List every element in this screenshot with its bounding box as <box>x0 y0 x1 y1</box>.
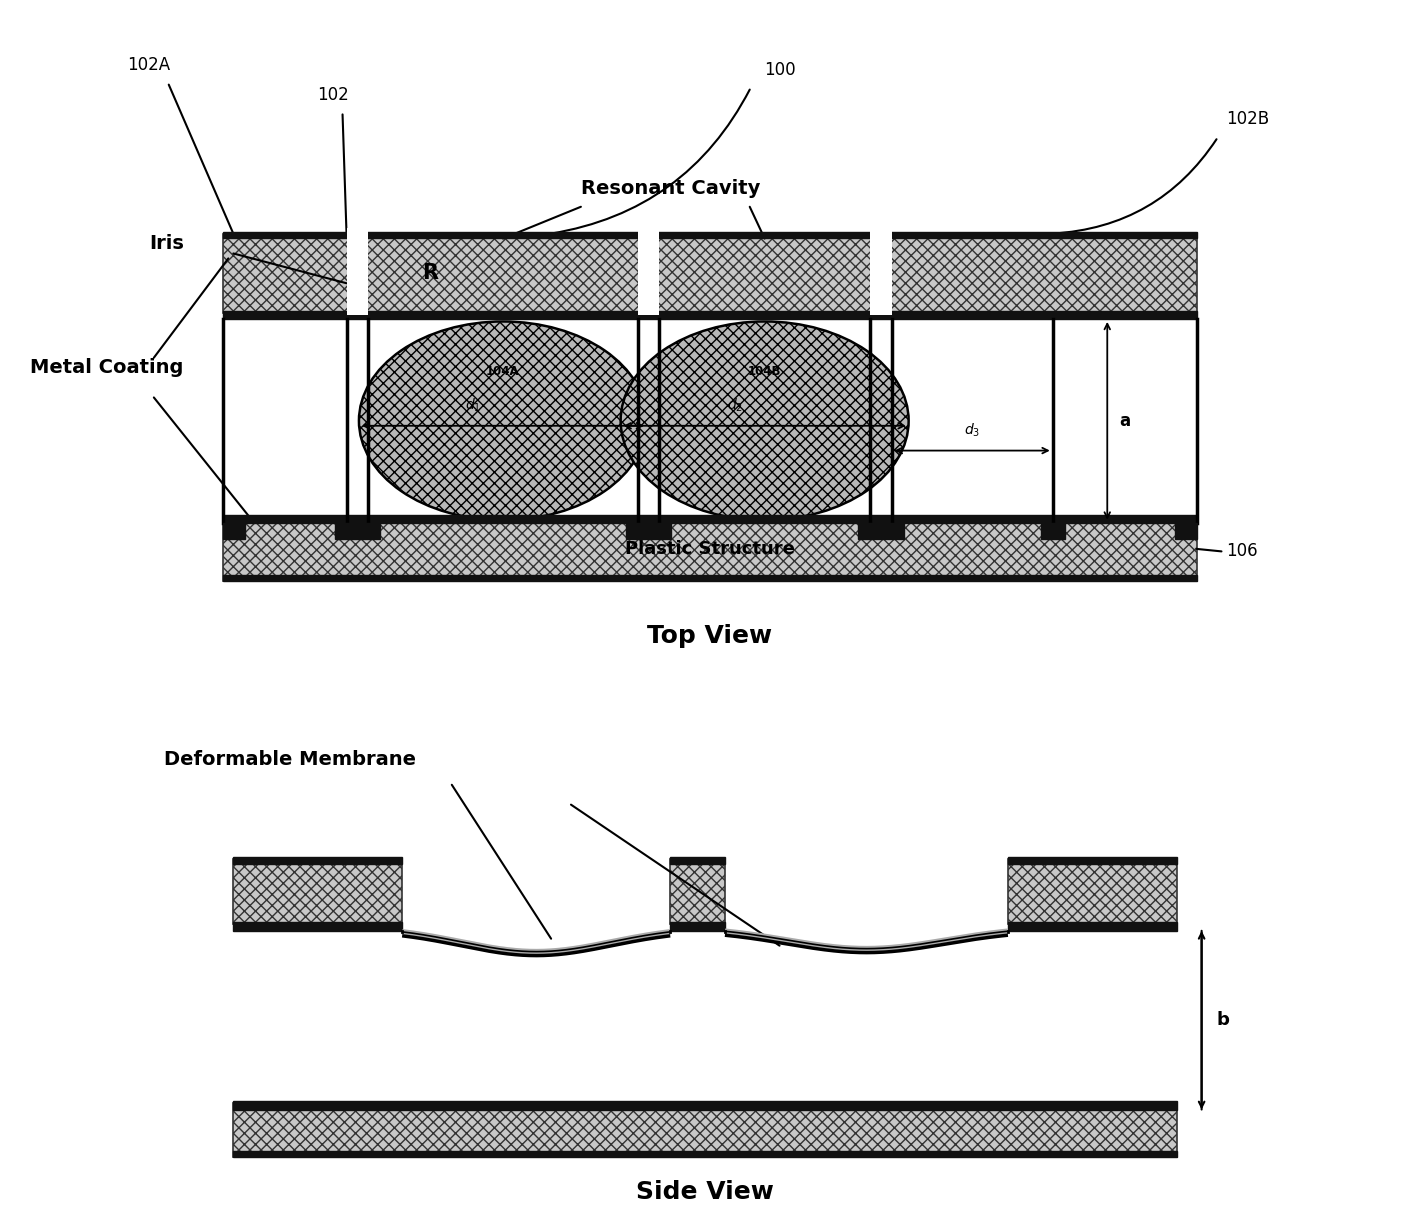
Text: Side View: Side View <box>637 1180 775 1204</box>
Bar <box>671 857 725 865</box>
Text: Resonant Cavity: Resonant Cavity <box>581 180 760 198</box>
Bar <box>1175 523 1196 540</box>
Bar <box>671 922 725 930</box>
Text: Metal Coating: Metal Coating <box>30 359 184 377</box>
Bar <box>335 523 380 540</box>
Text: 102B: 102B <box>1226 111 1270 129</box>
Text: 104A: 104A <box>486 365 520 378</box>
Bar <box>625 523 671 540</box>
Text: Deformable Membrane: Deformable Membrane <box>164 750 416 770</box>
Bar <box>234 1103 1176 1158</box>
Bar <box>1008 922 1176 930</box>
Text: 104B: 104B <box>748 365 782 378</box>
Bar <box>224 523 245 540</box>
Bar <box>1041 523 1065 540</box>
Bar <box>671 860 725 924</box>
Bar <box>859 523 904 540</box>
Bar <box>224 319 1196 523</box>
Bar <box>224 575 1196 581</box>
Bar <box>234 1100 1176 1109</box>
Ellipse shape <box>621 321 909 520</box>
Bar <box>1008 857 1176 865</box>
Bar <box>1008 860 1176 924</box>
Bar <box>224 231 1196 237</box>
Bar <box>234 857 402 865</box>
Bar <box>224 311 1196 319</box>
Text: 102A: 102A <box>127 56 171 74</box>
Bar <box>870 227 891 315</box>
Bar <box>346 227 369 315</box>
Ellipse shape <box>359 321 646 520</box>
Bar <box>224 517 1196 581</box>
Text: Top View: Top View <box>648 624 773 648</box>
Text: Plastic Structure: Plastic Structure <box>625 540 795 558</box>
Text: R: R <box>423 264 439 283</box>
Bar <box>234 922 402 930</box>
Bar <box>234 1152 1176 1158</box>
Text: Iris: Iris <box>150 233 184 253</box>
Bar <box>224 514 1196 523</box>
Bar <box>224 233 1196 313</box>
Bar <box>638 227 659 315</box>
Text: b: b <box>1216 1012 1229 1029</box>
Text: $d_1$: $d_1$ <box>466 396 481 413</box>
Text: 102: 102 <box>316 85 349 103</box>
Text: 100: 100 <box>763 61 796 79</box>
Bar <box>234 860 402 924</box>
Text: $d_3$: $d_3$ <box>964 421 980 439</box>
Text: a: a <box>1119 412 1131 429</box>
Text: $d_2$: $d_2$ <box>726 396 743 413</box>
Text: 106: 106 <box>1226 542 1257 561</box>
